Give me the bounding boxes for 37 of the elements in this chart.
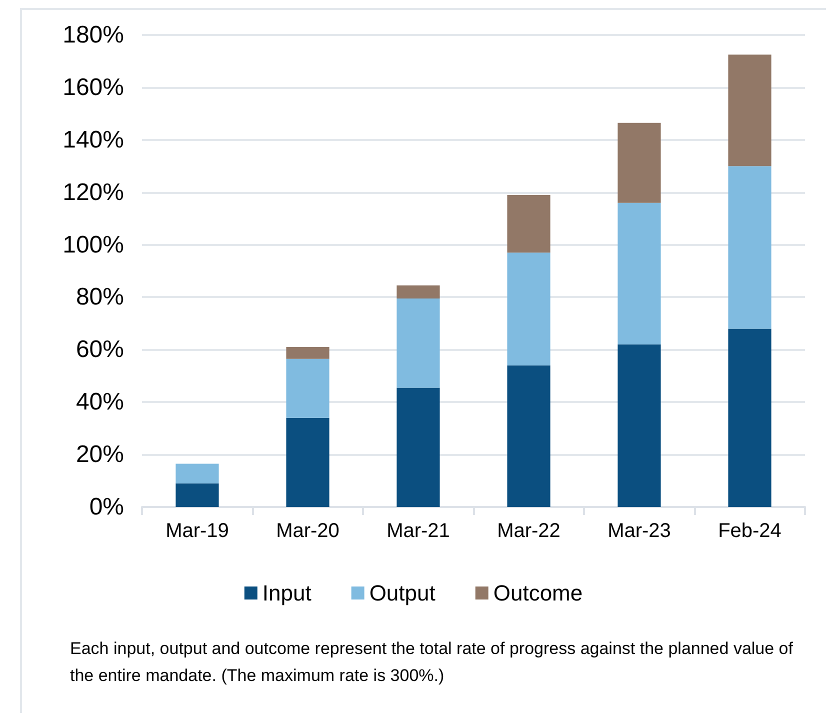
y-tick-label: 120% (62, 178, 124, 206)
y-tick-label: 100% (62, 231, 124, 258)
bar (507, 194, 550, 253)
bar (176, 483, 219, 507)
x-tick-label: Mar-23 (608, 520, 671, 542)
y-tick-label: 140% (62, 126, 124, 154)
legend-label: Outcome (493, 580, 583, 606)
y-tick-label: 80% (76, 284, 124, 311)
legend-label: Input (262, 580, 312, 606)
bar (396, 285, 440, 299)
bar (286, 418, 330, 507)
bar (396, 298, 440, 388)
text: Each input, output and outcome represent the total rate of progress against the planned value of the entire mandate. (The maximum rate is 300%.) (70, 638, 794, 687)
bar (728, 166, 772, 329)
y-tick-label: 160% (62, 74, 124, 101)
bar (286, 358, 330, 418)
y-tick-label: 180% (62, 22, 124, 48)
bar (618, 344, 661, 507)
y-tick-label: 20% (76, 441, 124, 468)
bar (618, 202, 661, 344)
y-tick-label: 40% (76, 388, 124, 416)
bar (396, 388, 440, 507)
bar (286, 347, 330, 359)
x-tick-label: Mar-19 (166, 520, 229, 542)
bar (728, 54, 772, 166)
bar (507, 365, 550, 507)
bar (618, 122, 661, 203)
x-tick-label: Mar-22 (497, 520, 560, 542)
y-tick-label: 60% (76, 336, 124, 364)
x-tick-label: Feb-24 (718, 520, 782, 542)
x-tick-label: Mar-21 (386, 520, 450, 542)
bar (728, 328, 772, 507)
legend-label: Output (369, 580, 436, 606)
y-tick-label: 0% (89, 494, 124, 520)
x-tick-label: Mar-20 (276, 520, 340, 542)
bar (507, 252, 550, 366)
bar (176, 464, 219, 484)
